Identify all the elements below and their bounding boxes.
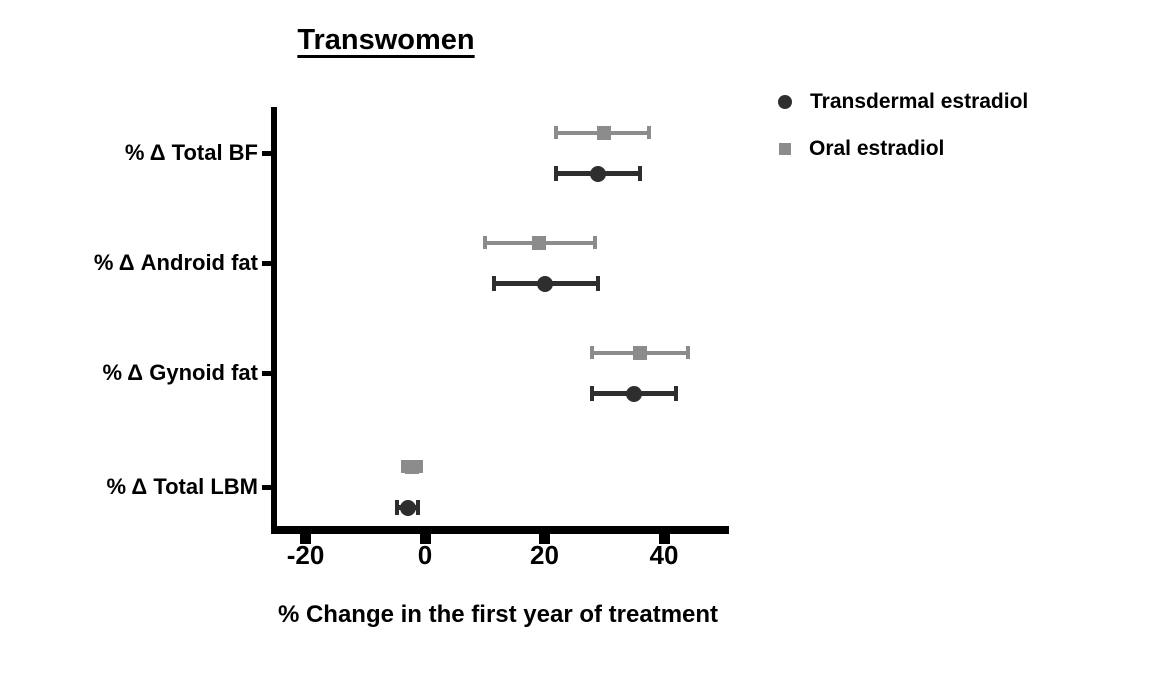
data-point-circle [536, 275, 553, 292]
category-label: % Δ Total BF [124, 140, 258, 165]
x-tick-label: 20 [530, 540, 559, 570]
error-bar-cap [590, 346, 595, 359]
legend-label: Transdermal estradiol [810, 89, 1029, 113]
square-marker-icon [779, 142, 791, 155]
data-point-circle [626, 385, 643, 402]
x-tick-label: -20 [286, 540, 325, 570]
y-axis-line [271, 107, 277, 534]
y-tick [262, 260, 271, 266]
error-bar-cap [685, 346, 690, 359]
x-tick [300, 534, 311, 544]
error-bar-cap [647, 126, 652, 139]
error-bar-cap [673, 386, 678, 401]
chart-title: Transwomen [297, 24, 475, 56]
data-point-square [633, 345, 648, 360]
data-point-circle [400, 499, 417, 516]
legend: Transdermal estradiol Oral estradiol [778, 88, 1028, 182]
category-label: % Δ Gynoid fat [102, 360, 258, 385]
error-bar-cap [596, 276, 601, 291]
error-bar-cap [491, 276, 496, 291]
error-bar-cap [593, 236, 598, 249]
error-bar-cap [419, 460, 424, 473]
error-bar-cap [554, 126, 559, 139]
x-tick [539, 534, 550, 544]
data-point-square [597, 125, 612, 140]
x-tick [419, 534, 431, 544]
x-tick-label: 0 [417, 540, 433, 570]
error-bar-cap [554, 166, 559, 181]
circle-marker-icon [778, 94, 792, 109]
error-bar-cap [590, 386, 595, 401]
category-label: % Δ Total LBM [106, 474, 258, 499]
category-label: % Δ Android fat [93, 250, 258, 275]
error-bar-cap [415, 500, 420, 515]
x-axis-line [271, 526, 729, 534]
x-tick [658, 534, 670, 544]
data-point-square [531, 235, 546, 250]
error-bar-cap [638, 166, 643, 181]
data-point-circle [590, 165, 607, 182]
y-tick [262, 150, 271, 156]
error-bar-cap [394, 500, 399, 515]
legend-label: Oral estradiol [809, 136, 945, 160]
error-bar-cap [482, 236, 487, 249]
error-bar-cap [400, 460, 405, 473]
legend-item-transdermal-estradiol: Transdermal estradiol [778, 88, 1028, 115]
y-tick [262, 370, 271, 376]
legend-item-oral-estradiol: Oral estradiol [778, 135, 1028, 162]
y-tick [262, 484, 271, 490]
x-axis-title: % Change in the first year of treatment [277, 601, 719, 628]
data-point-square [404, 459, 419, 474]
x-tick-label: 40 [649, 540, 679, 570]
